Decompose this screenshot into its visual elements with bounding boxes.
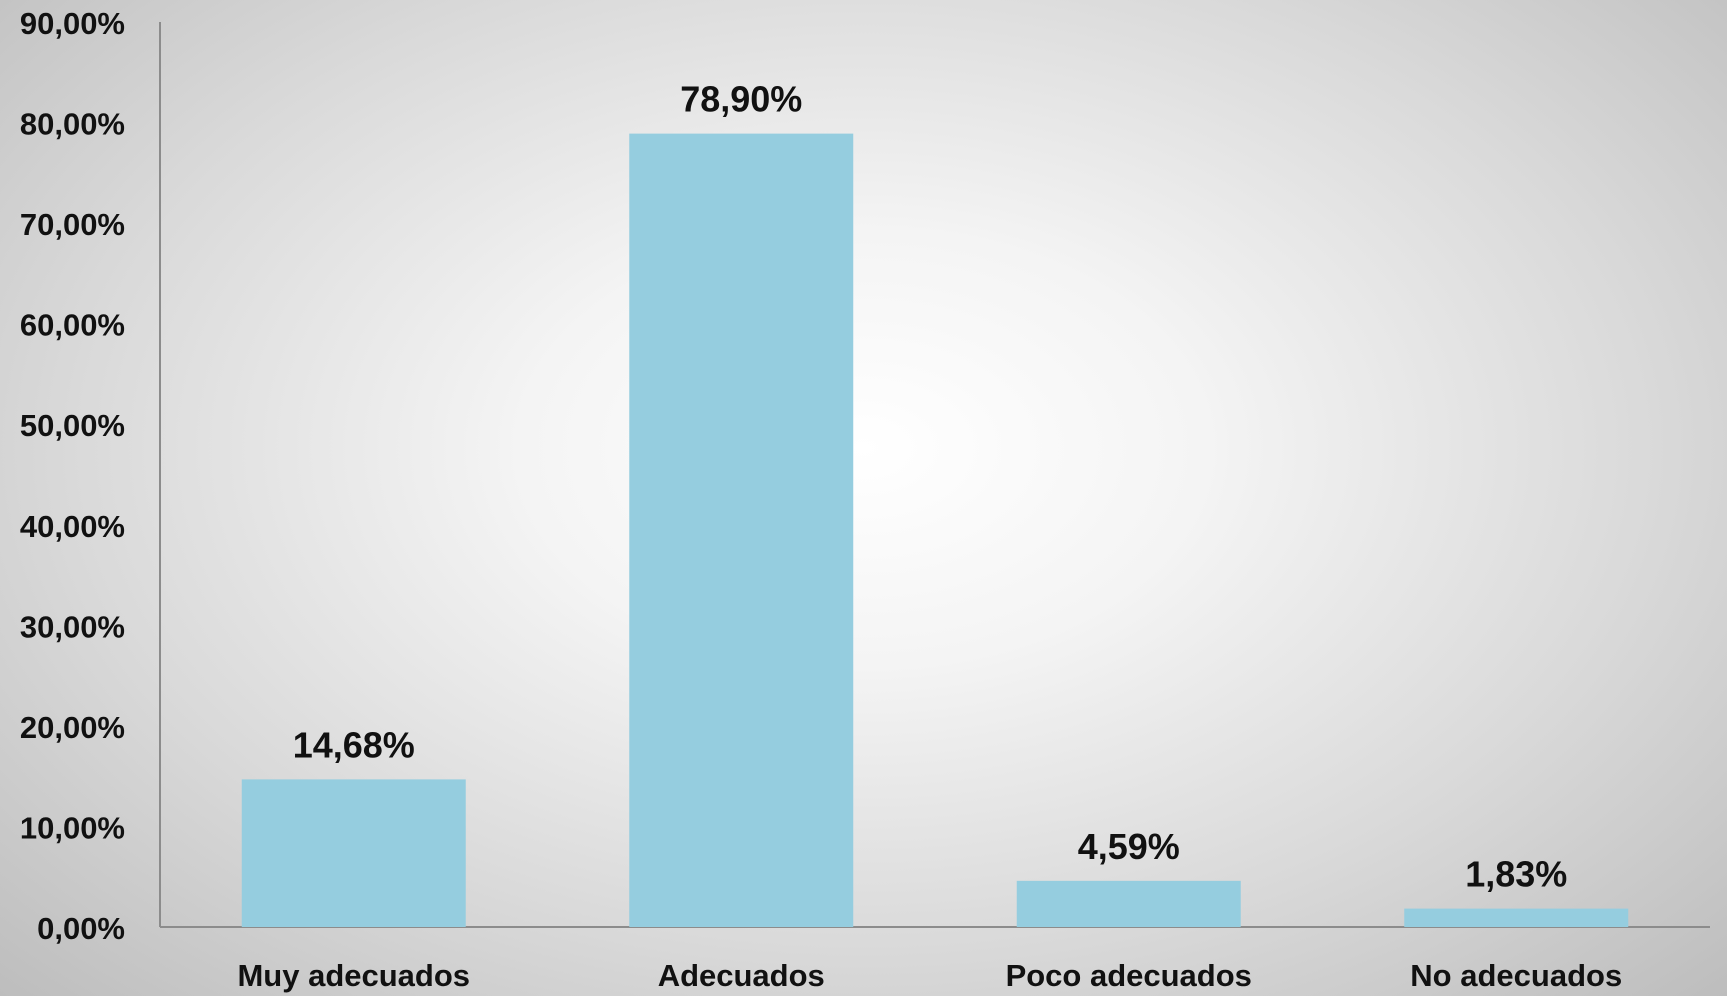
bar-value-label: 4,59% [1078,826,1180,867]
y-tick-label: 70,00% [20,207,125,242]
bar-poco-adecuados [1016,880,1241,927]
x-tick-label: Adecuados [658,958,825,993]
y-tick-label: 10,00% [20,810,125,845]
x-tick-label: Muy adecuados [237,958,470,993]
bar-adecuados [629,133,854,927]
bar-no-adecuados [1404,908,1629,927]
bars-group [241,133,1629,927]
bar-value-label: 1,83% [1465,854,1567,895]
y-tick-label: 0,00% [37,911,125,946]
x-tick-label: No adecuados [1410,958,1622,993]
y-tick-label: 40,00% [20,509,125,544]
x-axis-tick-labels: Muy adecuados Adecuados Poco adecuados No a… [237,958,1622,993]
y-tick-label: 90,00% [20,6,125,41]
y-tick-label: 20,00% [20,710,125,745]
bar-value-label: 78,90% [680,79,802,120]
x-tick-label: Poco adecuados [1006,958,1252,993]
bar-value-label: 14,68% [293,724,415,765]
value-labels-group: 14,68% 78,90% 4,59% 1,83% [293,79,1568,895]
y-axis-tick-labels: 0,00% 10,00% 20,00% 30,00% 40,00% 50,00% 60,00… [20,6,125,946]
y-tick-label: 80,00% [20,107,125,142]
y-tick-label: 30,00% [20,609,125,644]
bar-muy-adecuados [241,779,466,927]
y-tick-label: 60,00% [20,308,125,343]
y-tick-label: 50,00% [20,408,125,443]
